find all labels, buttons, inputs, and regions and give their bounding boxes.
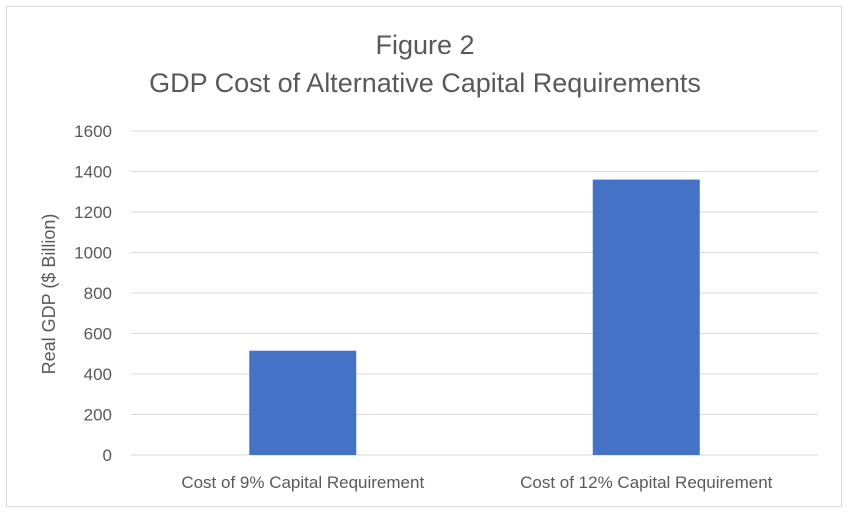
bar	[249, 350, 357, 455]
y-tick-label: 600	[84, 325, 112, 344]
bars	[249, 179, 700, 455]
y-tick-label: 1200	[74, 203, 112, 222]
y-tick-label: 200	[84, 406, 112, 425]
chart-title-line1: Figure 2	[375, 30, 474, 60]
y-tick-label: 0	[103, 446, 112, 465]
x-category-labels: Cost of 9% Capital Requirement Cost of 12…	[181, 473, 772, 492]
y-axis-title: Real GDP ($ Billion)	[39, 214, 59, 375]
y-tick-labels: 0 200 400 600 800 1000 1200 1400 1600	[74, 122, 112, 465]
bar	[592, 179, 700, 455]
chart-frame	[6, 6, 842, 507]
y-tick-label: 1000	[74, 244, 112, 263]
y-tick-label: 800	[84, 284, 112, 303]
y-tick-label: 1400	[74, 163, 112, 182]
gridlines	[131, 130, 818, 456]
y-tick-label: 400	[84, 365, 112, 384]
y-tick-label: 1600	[74, 122, 112, 141]
chart-title-line2: GDP Cost of Alternative Capital Requirem…	[149, 68, 701, 98]
x-category-label: Cost of 9% Capital Requirement	[181, 473, 424, 492]
x-category-label: Cost of 12% Capital Requirement	[520, 473, 773, 492]
